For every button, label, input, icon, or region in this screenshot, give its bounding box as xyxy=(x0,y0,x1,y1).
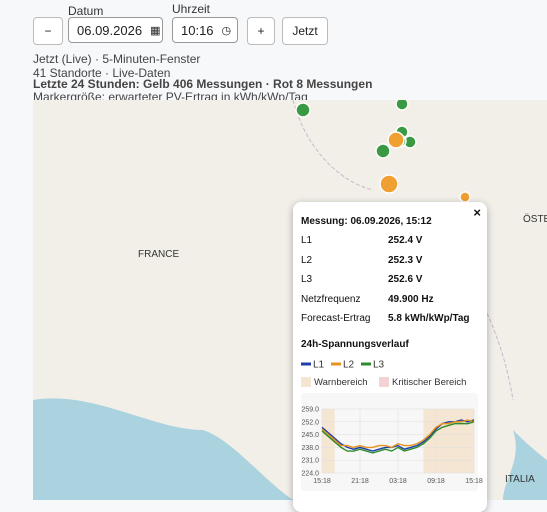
x-tick-label: 21:18 xyxy=(351,478,369,485)
date-input[interactable]: 06.09.2026 ▦ xyxy=(68,17,163,43)
markers xyxy=(295,100,471,203)
row-label: L3 xyxy=(301,274,313,285)
series-line xyxy=(321,419,475,452)
time-value: 10:16 xyxy=(181,22,214,38)
legend-label: Kritischer Bereich xyxy=(392,377,466,388)
minus-button[interactable]: − xyxy=(33,17,63,45)
row-value: 252.6 V xyxy=(388,274,423,285)
row-value: 49.900 Hz xyxy=(388,293,434,305)
critical-swatch xyxy=(379,377,389,387)
row-label: Forecast-Ertrag xyxy=(301,313,371,324)
info-line: 41 Standorte · Live-Daten xyxy=(33,66,171,80)
row-label: L2 xyxy=(301,254,313,266)
legend-label: L1 xyxy=(313,360,325,371)
info-line: Jetzt (Live) · 5-Minuten-Fenster xyxy=(33,52,201,66)
x-tick-label: 03:18 xyxy=(389,478,407,485)
time-input[interactable]: 10:16 ◷ xyxy=(172,17,238,43)
calendar-icon: ▦ xyxy=(150,24,161,37)
row-value: 5.8 kWh/kWp/Tag xyxy=(388,313,470,324)
warn-band xyxy=(322,409,335,473)
info-line: Letzte 24 Stunden: Gelb 406 Messungen · … xyxy=(33,77,373,91)
plus-button[interactable]: + xyxy=(247,17,275,45)
y-tick-label: 224.0 xyxy=(301,471,319,478)
row-label: Netzfrequenz xyxy=(301,293,361,305)
clock-icon: ◷ xyxy=(221,24,232,37)
date-label: Datum xyxy=(68,4,104,18)
country-label: ITALIA xyxy=(505,474,535,485)
row-label: L1 xyxy=(301,235,313,246)
x-tick-label: 15:18 xyxy=(465,478,483,485)
marker[interactable] xyxy=(387,131,405,149)
series-line xyxy=(321,419,475,449)
marker[interactable] xyxy=(395,100,409,111)
country-label: ÖSTER xyxy=(523,213,547,225)
warn-swatch xyxy=(301,377,311,387)
country-label: FRANCE xyxy=(138,249,179,260)
legend-label: L3 xyxy=(373,360,385,371)
sea xyxy=(503,430,547,500)
legend-label: Warnbereich xyxy=(314,377,368,388)
marker[interactable] xyxy=(375,143,391,159)
row-value: 252.3 V xyxy=(388,254,423,266)
marker[interactable] xyxy=(459,191,471,203)
marker[interactable] xyxy=(295,102,311,118)
legend-label: L2 xyxy=(343,360,355,371)
warn-band xyxy=(423,409,474,473)
popup-title: Messung: 06.09.2026, 15:12 xyxy=(301,216,432,227)
y-tick-label: 245.0 xyxy=(301,432,319,439)
row-value: 252.4 V xyxy=(388,235,423,246)
date-value: 06.09.2026 xyxy=(77,22,143,38)
x-tick-label: 15:18 xyxy=(313,478,331,485)
y-tick-label: 238.0 xyxy=(301,445,319,452)
sea xyxy=(33,398,293,500)
marker[interactable] xyxy=(379,174,399,194)
y-tick-label: 231.0 xyxy=(301,458,319,465)
mini-chart: L1 L2 L3 Warnbereich Kritischer Bereich 22… xyxy=(301,360,483,491)
page: − Datum 06.09.2026 ▦ Uhrzeit 10:16 ◷ + Jet… xyxy=(33,2,547,500)
series-line xyxy=(321,421,475,454)
x-tick-label: 09:18 xyxy=(427,478,445,485)
close-button[interactable]: × xyxy=(473,205,481,220)
y-tick-label: 259.0 xyxy=(301,407,319,414)
y-tick-label: 252.0 xyxy=(301,419,319,426)
popup: × Messung: 06.09.2026, 15:12 L1 252.4 V L2… xyxy=(293,202,487,512)
now-button[interactable]: Jetzt xyxy=(282,17,328,45)
time-label: Uhrzeit xyxy=(172,2,211,16)
chart-title: 24h-Spannungsverlauf xyxy=(301,339,409,350)
